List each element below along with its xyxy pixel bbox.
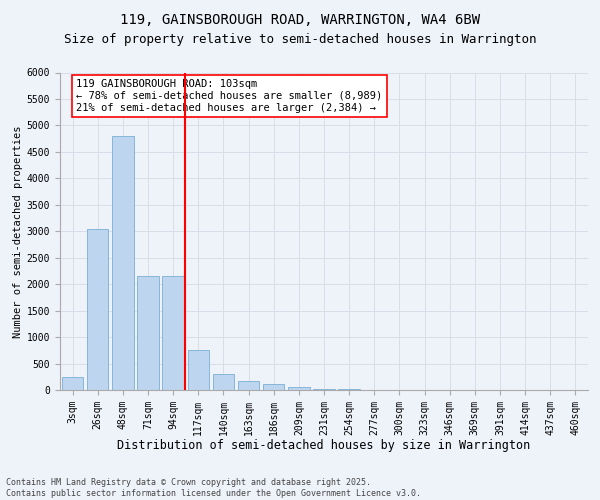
Y-axis label: Number of semi-detached properties: Number of semi-detached properties [13, 125, 23, 338]
Text: Size of property relative to semi-detached houses in Warrington: Size of property relative to semi-detach… [64, 32, 536, 46]
Bar [263, 384, 284, 390]
Bar [188, 350, 209, 390]
Bar [163, 276, 184, 390]
Bar [288, 388, 310, 390]
Text: 119 GAINSBOROUGH ROAD: 103sqm
← 78% of semi-detached houses are smaller (8,989)
: 119 GAINSBOROUGH ROAD: 103sqm ← 78% of s… [76, 80, 383, 112]
Text: 119, GAINSBOROUGH ROAD, WARRINGTON, WA4 6BW: 119, GAINSBOROUGH ROAD, WARRINGTON, WA4 … [120, 12, 480, 26]
Text: Contains HM Land Registry data © Crown copyright and database right 2025.
Contai: Contains HM Land Registry data © Crown c… [6, 478, 421, 498]
Bar [137, 276, 158, 390]
Bar [213, 374, 234, 390]
X-axis label: Distribution of semi-detached houses by size in Warrington: Distribution of semi-detached houses by … [118, 439, 530, 452]
Bar [313, 389, 335, 390]
Bar [238, 381, 259, 390]
Bar [62, 377, 83, 390]
Bar [87, 228, 109, 390]
Bar [112, 136, 134, 390]
